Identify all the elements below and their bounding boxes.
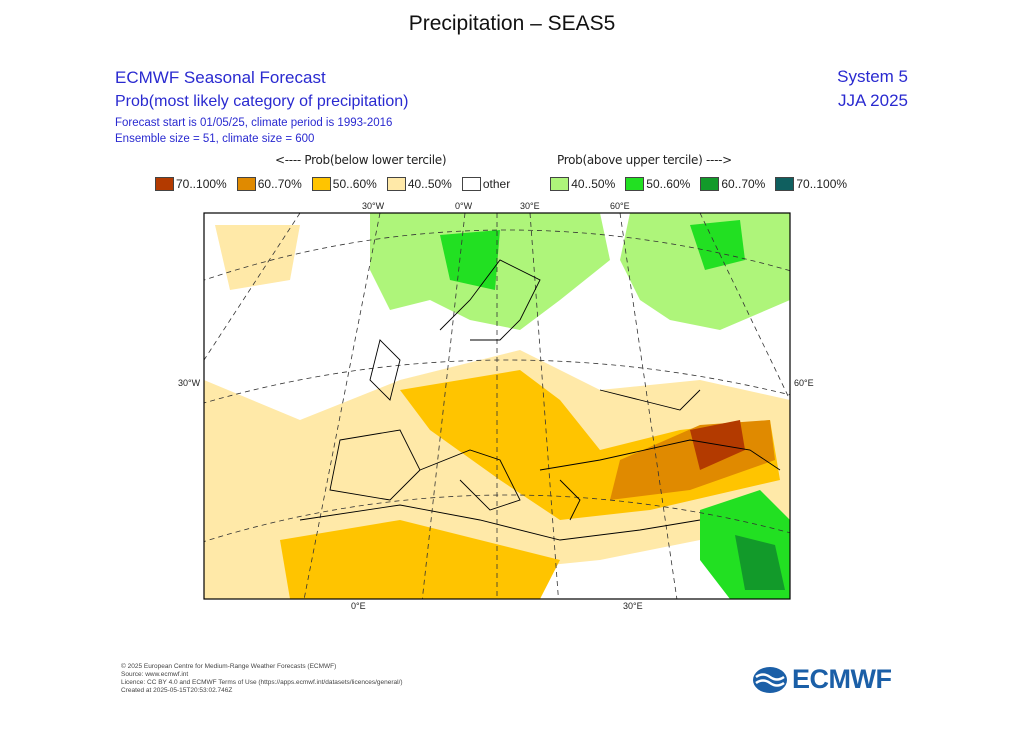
legend-swatch xyxy=(386,177,406,191)
tick-top-1: 0°W xyxy=(455,201,473,211)
legend-swatch xyxy=(461,177,481,191)
legend-item: 50..60% xyxy=(625,177,690,191)
legend-label: 70..100% xyxy=(176,177,227,191)
ecmwf-logo-text: ECMWF xyxy=(792,664,892,694)
legend-item: 60..70% xyxy=(700,177,765,191)
legend-label: 50..60% xyxy=(646,177,691,191)
field-green-n2 xyxy=(440,230,500,290)
field-yellow-s xyxy=(280,520,560,599)
legend-label: 60..70% xyxy=(721,177,766,191)
legend-swatch xyxy=(700,177,720,191)
map-frame xyxy=(203,212,791,600)
legend-item: 60..70% xyxy=(236,177,302,191)
footer-copyright: © 2025 European Centre for Medium-Range … xyxy=(121,663,337,670)
tick-top-3: 60°E xyxy=(610,201,630,211)
ecmwf-logo-icon xyxy=(753,666,787,693)
legend-swatch xyxy=(625,177,645,191)
tick-top-2: 30°E xyxy=(520,201,540,211)
season-label: JJA 2025 xyxy=(838,91,908,110)
below-tercile-label: <---- Prob(below lower tercile) xyxy=(275,153,447,167)
legend-item: other xyxy=(461,177,511,191)
legend-label: 40..50% xyxy=(571,177,616,191)
tick-right-0: 60°E xyxy=(794,378,814,388)
chart-title: ECMWF Seasonal Forecast xyxy=(115,68,326,87)
above-tercile-label: Prob(above upper tercile) ----> xyxy=(557,153,732,167)
legend-swatch xyxy=(550,177,570,191)
tick-bottom-1: 30°E xyxy=(623,601,643,611)
legend-swatch xyxy=(311,177,331,191)
legend: 70..100% 60..70% 50..60% 40..50% other 40..50… xyxy=(155,177,857,191)
legend-item: 40..50% xyxy=(550,177,615,191)
legend-swatch xyxy=(236,177,256,191)
ensemble-info: Ensemble size = 51, climate size = 600 xyxy=(115,133,315,145)
system-label: System 5 xyxy=(837,67,908,86)
coastlines xyxy=(299,259,781,541)
footer-licence: Licence: CC BY 4.0 and ECMWF Terms of Us… xyxy=(121,679,403,686)
field-yellow-nw xyxy=(215,225,300,290)
legend-label: 60..70% xyxy=(257,177,302,191)
field-green-ne2 xyxy=(690,220,745,270)
chart-subtitle: Prob(most likely category of precipitati… xyxy=(115,93,409,110)
ecmwf-logo: ECMWF xyxy=(752,664,892,695)
legend-swatch xyxy=(775,177,795,191)
legend-label: 50..60% xyxy=(332,177,377,191)
legend-item: 70..100% xyxy=(775,177,847,191)
footer-created: Created at 2025-05-15T20:53:02.746Z xyxy=(121,687,233,694)
tick-bottom-0: 0°E xyxy=(351,601,366,611)
legend-swatch xyxy=(155,177,174,191)
legend-item: 50..60% xyxy=(311,177,377,191)
tick-top-0: 30°W xyxy=(362,201,385,211)
tick-left-0: 30°W xyxy=(178,378,201,388)
legend-label: 40..50% xyxy=(407,177,452,191)
legend-item: 70..100% xyxy=(155,177,227,191)
legend-item: 40..50% xyxy=(386,177,452,191)
field-green-se2 xyxy=(735,535,785,590)
footer-source: Source: www.ecmwf.int xyxy=(121,671,189,678)
page-title: Precipitation – SEAS5 xyxy=(408,12,616,35)
legend-label: other xyxy=(482,177,511,191)
legend-label: 70..100% xyxy=(796,177,848,191)
forecast-info: Forecast start is 01/05/25, climate peri… xyxy=(115,117,393,129)
graticule xyxy=(204,213,790,599)
